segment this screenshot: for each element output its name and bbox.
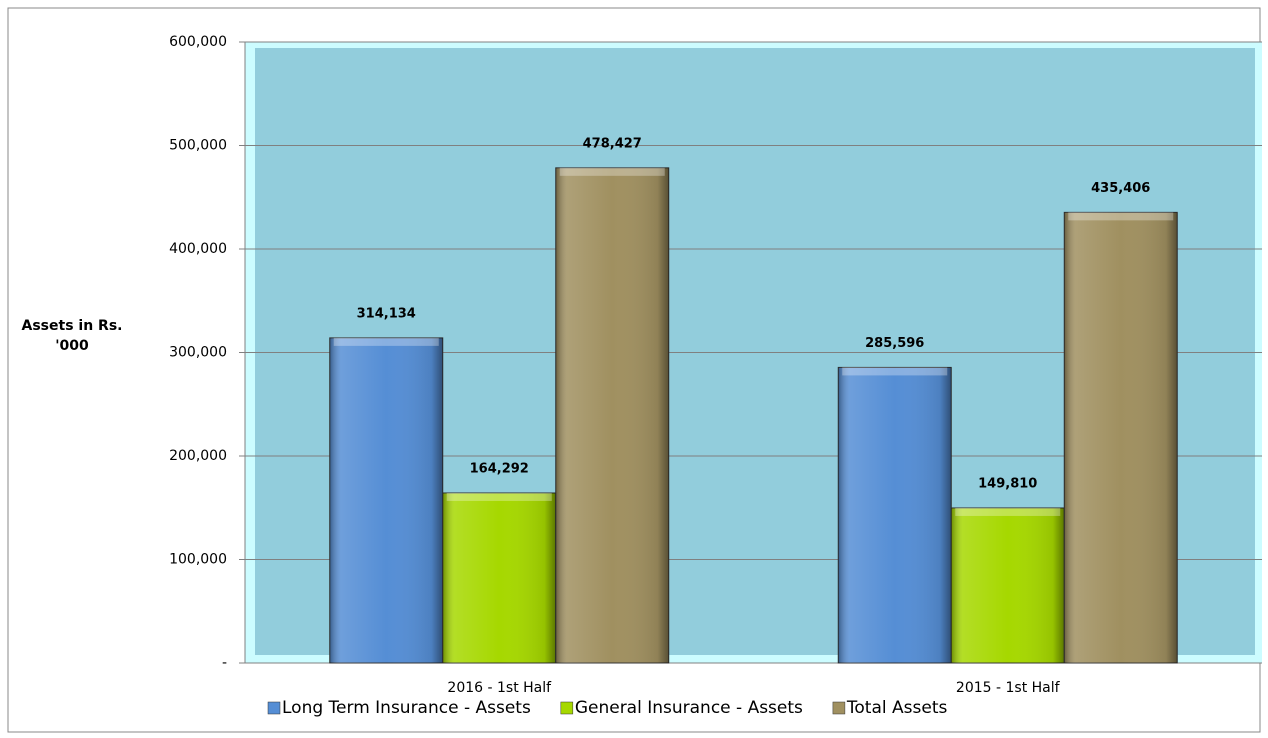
y-axis-label: Assets in Rs. '000	[21, 318, 123, 354]
legend-label: General Insurance - Assets	[575, 698, 803, 718]
value-label: 314,134	[357, 306, 416, 321]
value-label: 164,292	[470, 461, 529, 476]
y-tick-label: 400,000	[169, 241, 227, 257]
legend-swatch	[267, 701, 281, 715]
y-tick-label: 100,000	[169, 552, 227, 568]
bar-shade	[329, 337, 443, 663]
bar-bevel	[842, 367, 948, 376]
value-label: 478,427	[583, 136, 642, 151]
bar-bevel	[1068, 212, 1174, 221]
bar-shade	[951, 507, 1065, 663]
y-tick-label: 200,000	[169, 448, 227, 464]
legend-swatch	[560, 701, 574, 715]
x-tick-label: 2015 - 1st Half	[956, 680, 1061, 696]
bar-bevel	[559, 167, 665, 176]
bar-bevel	[446, 492, 552, 501]
value-label: 435,406	[1091, 181, 1150, 196]
bar-shade	[555, 167, 669, 663]
value-label: 149,810	[978, 476, 1037, 491]
bar-shade	[1064, 212, 1178, 663]
y-tick-label: 300,000	[169, 345, 227, 361]
bar-shade	[838, 367, 952, 663]
legend-label: Total Assets	[846, 698, 948, 718]
y-tick-label: -	[222, 655, 227, 671]
bar-shade	[442, 492, 556, 663]
x-tick-label: 2016 - 1st Half	[447, 680, 552, 696]
value-label: 285,596	[865, 336, 924, 351]
y-tick-label: 500,000	[169, 138, 227, 154]
y-tick-label: 600,000	[169, 34, 227, 50]
legend-label: Long Term Insurance - Assets	[282, 698, 531, 718]
legend-swatch	[832, 701, 846, 715]
bar-bevel	[333, 337, 439, 346]
bar-bevel	[955, 507, 1061, 516]
